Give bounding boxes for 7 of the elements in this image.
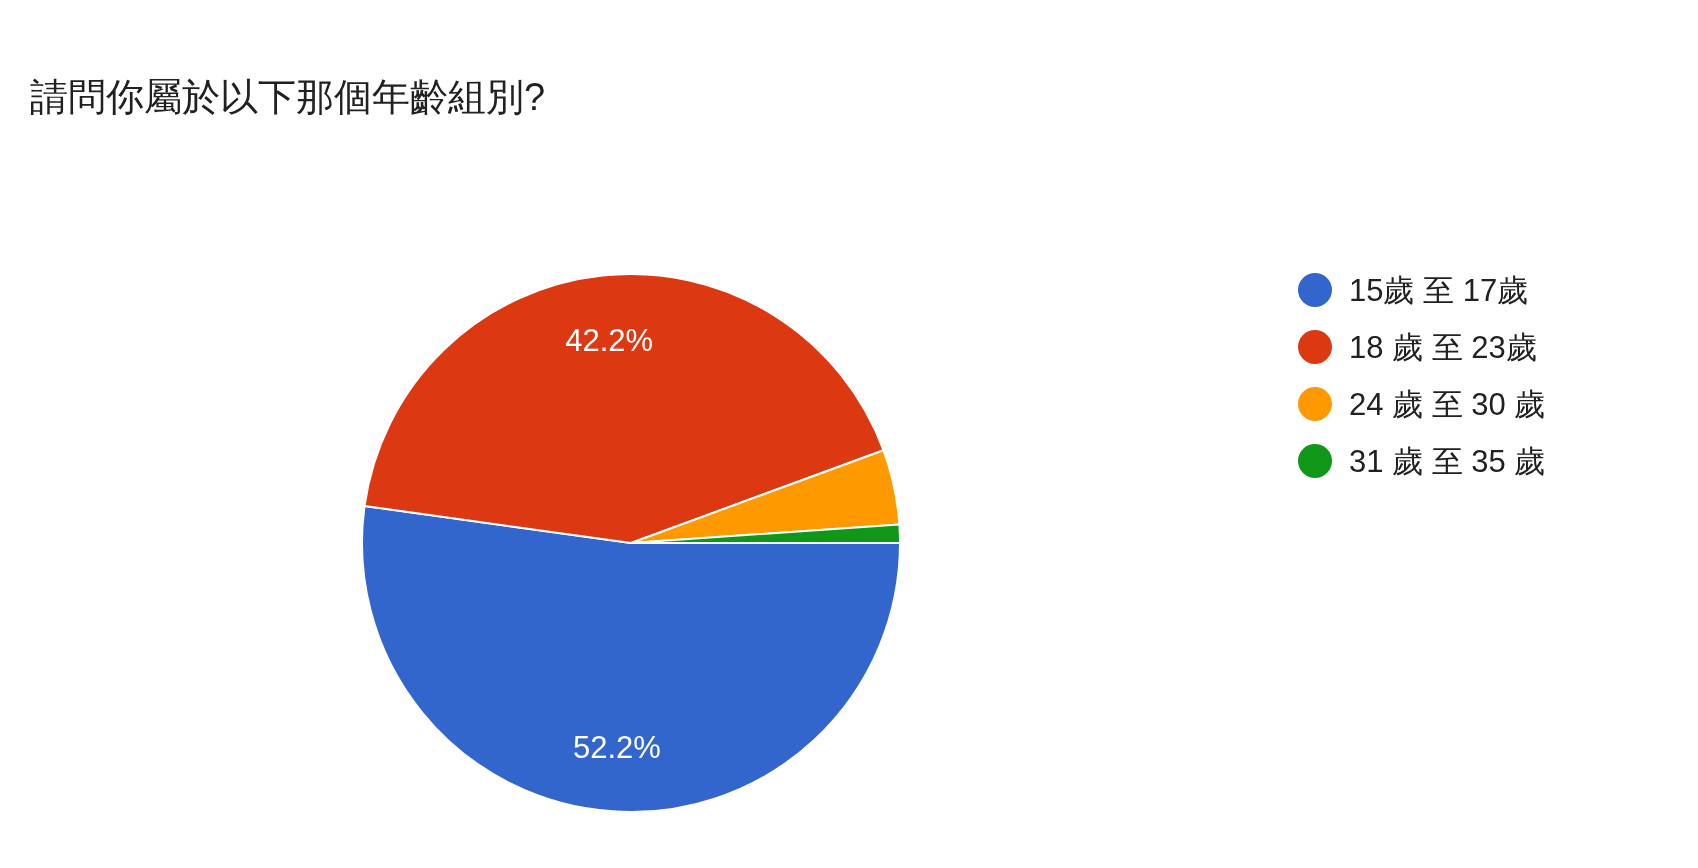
legend-label: 18 歲 至 23歲 — [1349, 330, 1537, 365]
legend-label: 24 歲 至 30 歲 — [1349, 387, 1546, 422]
data-label: 42.2% — [565, 322, 654, 358]
chart-title: 請問你屬於以下那個年齡組別? — [30, 76, 546, 118]
legend-label: 31 歲 至 35 歲 — [1349, 444, 1546, 479]
legend-label: 15歲 至 17歲 — [1349, 273, 1529, 308]
data-label: 52.2% — [572, 729, 661, 765]
